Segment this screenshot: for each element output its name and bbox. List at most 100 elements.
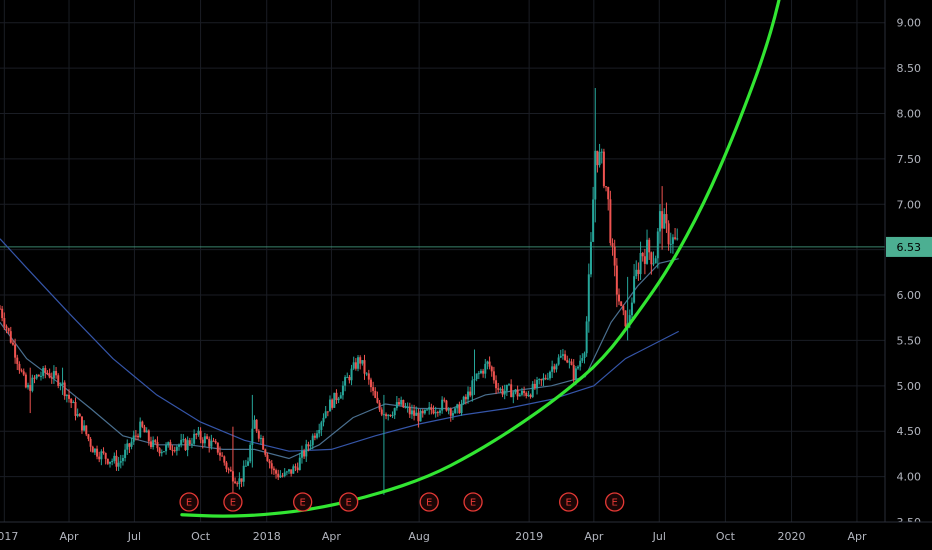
candle-body xyxy=(285,471,288,473)
candle-body xyxy=(443,399,446,401)
earnings-marker-circle[interactable] xyxy=(339,492,359,512)
earnings-marker[interactable]: E xyxy=(179,492,199,512)
candle xyxy=(201,437,204,449)
candle xyxy=(484,358,487,379)
earnings-marker-label: E xyxy=(612,498,618,509)
candle-body xyxy=(357,357,360,369)
candle-body xyxy=(208,438,211,447)
candle-body xyxy=(652,263,655,265)
candle-body xyxy=(663,214,666,229)
candle-body xyxy=(57,375,60,386)
earnings-marker-circle[interactable] xyxy=(559,492,579,512)
candle-body xyxy=(331,399,334,408)
candle xyxy=(24,372,27,389)
candle-body xyxy=(266,454,269,462)
candle xyxy=(218,446,221,461)
candle xyxy=(490,365,493,377)
earnings-marker-circle[interactable] xyxy=(223,492,243,512)
candle-body xyxy=(100,451,103,460)
candle xyxy=(650,251,653,275)
candle xyxy=(503,384,506,400)
candle xyxy=(417,408,420,428)
trend-curve[interactable] xyxy=(180,0,787,518)
candle-body xyxy=(156,442,159,449)
y-tick-label: 6.00 xyxy=(897,289,922,302)
moving-averages xyxy=(0,238,679,460)
candle xyxy=(253,415,256,429)
candle xyxy=(48,368,51,379)
candle-body xyxy=(490,366,493,372)
candle-body xyxy=(421,410,424,414)
candle-body xyxy=(665,214,668,224)
candle xyxy=(369,377,372,393)
earnings-marker-circle[interactable] xyxy=(179,492,199,512)
candle-body xyxy=(147,430,150,442)
earnings-marker[interactable]: E xyxy=(559,492,579,512)
candle xyxy=(141,420,144,429)
candle xyxy=(0,305,1,310)
candle-body xyxy=(268,461,271,464)
candle-body xyxy=(221,455,224,457)
candle xyxy=(313,432,316,441)
candle xyxy=(277,469,280,481)
candle-body xyxy=(484,363,487,374)
candle xyxy=(611,238,614,256)
candle xyxy=(661,186,664,250)
earnings-marker[interactable]: E xyxy=(293,492,313,512)
candle xyxy=(354,358,357,371)
candle xyxy=(540,378,543,386)
earnings-marker[interactable]: E xyxy=(339,492,359,512)
earnings-marker-label: E xyxy=(426,498,432,509)
candle xyxy=(518,392,521,397)
earnings-marker[interactable]: E xyxy=(463,492,483,512)
candle-body xyxy=(234,481,237,484)
candle-body xyxy=(223,456,226,463)
trend-curve-line[interactable] xyxy=(180,0,787,518)
candle xyxy=(432,405,435,415)
earnings-marker[interactable]: E xyxy=(223,492,243,512)
candle-body xyxy=(408,406,411,415)
candle-body xyxy=(27,384,30,388)
candle-body xyxy=(520,390,523,395)
earnings-marker[interactable]: E xyxy=(419,492,439,512)
candle-body xyxy=(128,443,131,447)
candle xyxy=(240,478,243,488)
candle xyxy=(654,255,657,264)
candle-body xyxy=(447,408,450,411)
candle xyxy=(415,406,418,416)
candle-body xyxy=(540,379,543,381)
candle xyxy=(9,326,12,344)
candle-body xyxy=(566,360,569,363)
candle-body xyxy=(37,374,40,377)
candle xyxy=(85,425,88,437)
earnings-marker[interactable]: E xyxy=(605,492,625,512)
candle-body xyxy=(63,382,66,397)
candle-body xyxy=(436,412,439,414)
y-tick-label: 9.00 xyxy=(897,17,922,30)
earnings-marker-circle[interactable] xyxy=(293,492,313,512)
candle xyxy=(551,360,554,378)
candle xyxy=(423,409,426,415)
candle xyxy=(464,394,467,405)
candle xyxy=(385,412,388,420)
candle xyxy=(646,229,649,265)
earnings-marker-circle[interactable] xyxy=(419,492,439,512)
candle-body xyxy=(635,269,638,277)
x-tick-label: Jul xyxy=(127,530,141,543)
candle xyxy=(223,455,226,466)
x-tick-label: Apr xyxy=(60,530,80,543)
candle xyxy=(244,459,247,467)
earnings-marker-circle[interactable] xyxy=(605,492,625,512)
candle xyxy=(39,371,42,381)
candle xyxy=(492,366,495,384)
candle xyxy=(544,374,547,381)
candle-body xyxy=(212,440,215,442)
candle-body xyxy=(438,410,441,413)
candle-body xyxy=(363,360,366,374)
candle-body xyxy=(65,394,68,397)
earnings-marker-circle[interactable] xyxy=(463,492,483,512)
candle-body xyxy=(350,368,353,381)
candle xyxy=(65,394,68,403)
candle-body xyxy=(650,252,653,265)
